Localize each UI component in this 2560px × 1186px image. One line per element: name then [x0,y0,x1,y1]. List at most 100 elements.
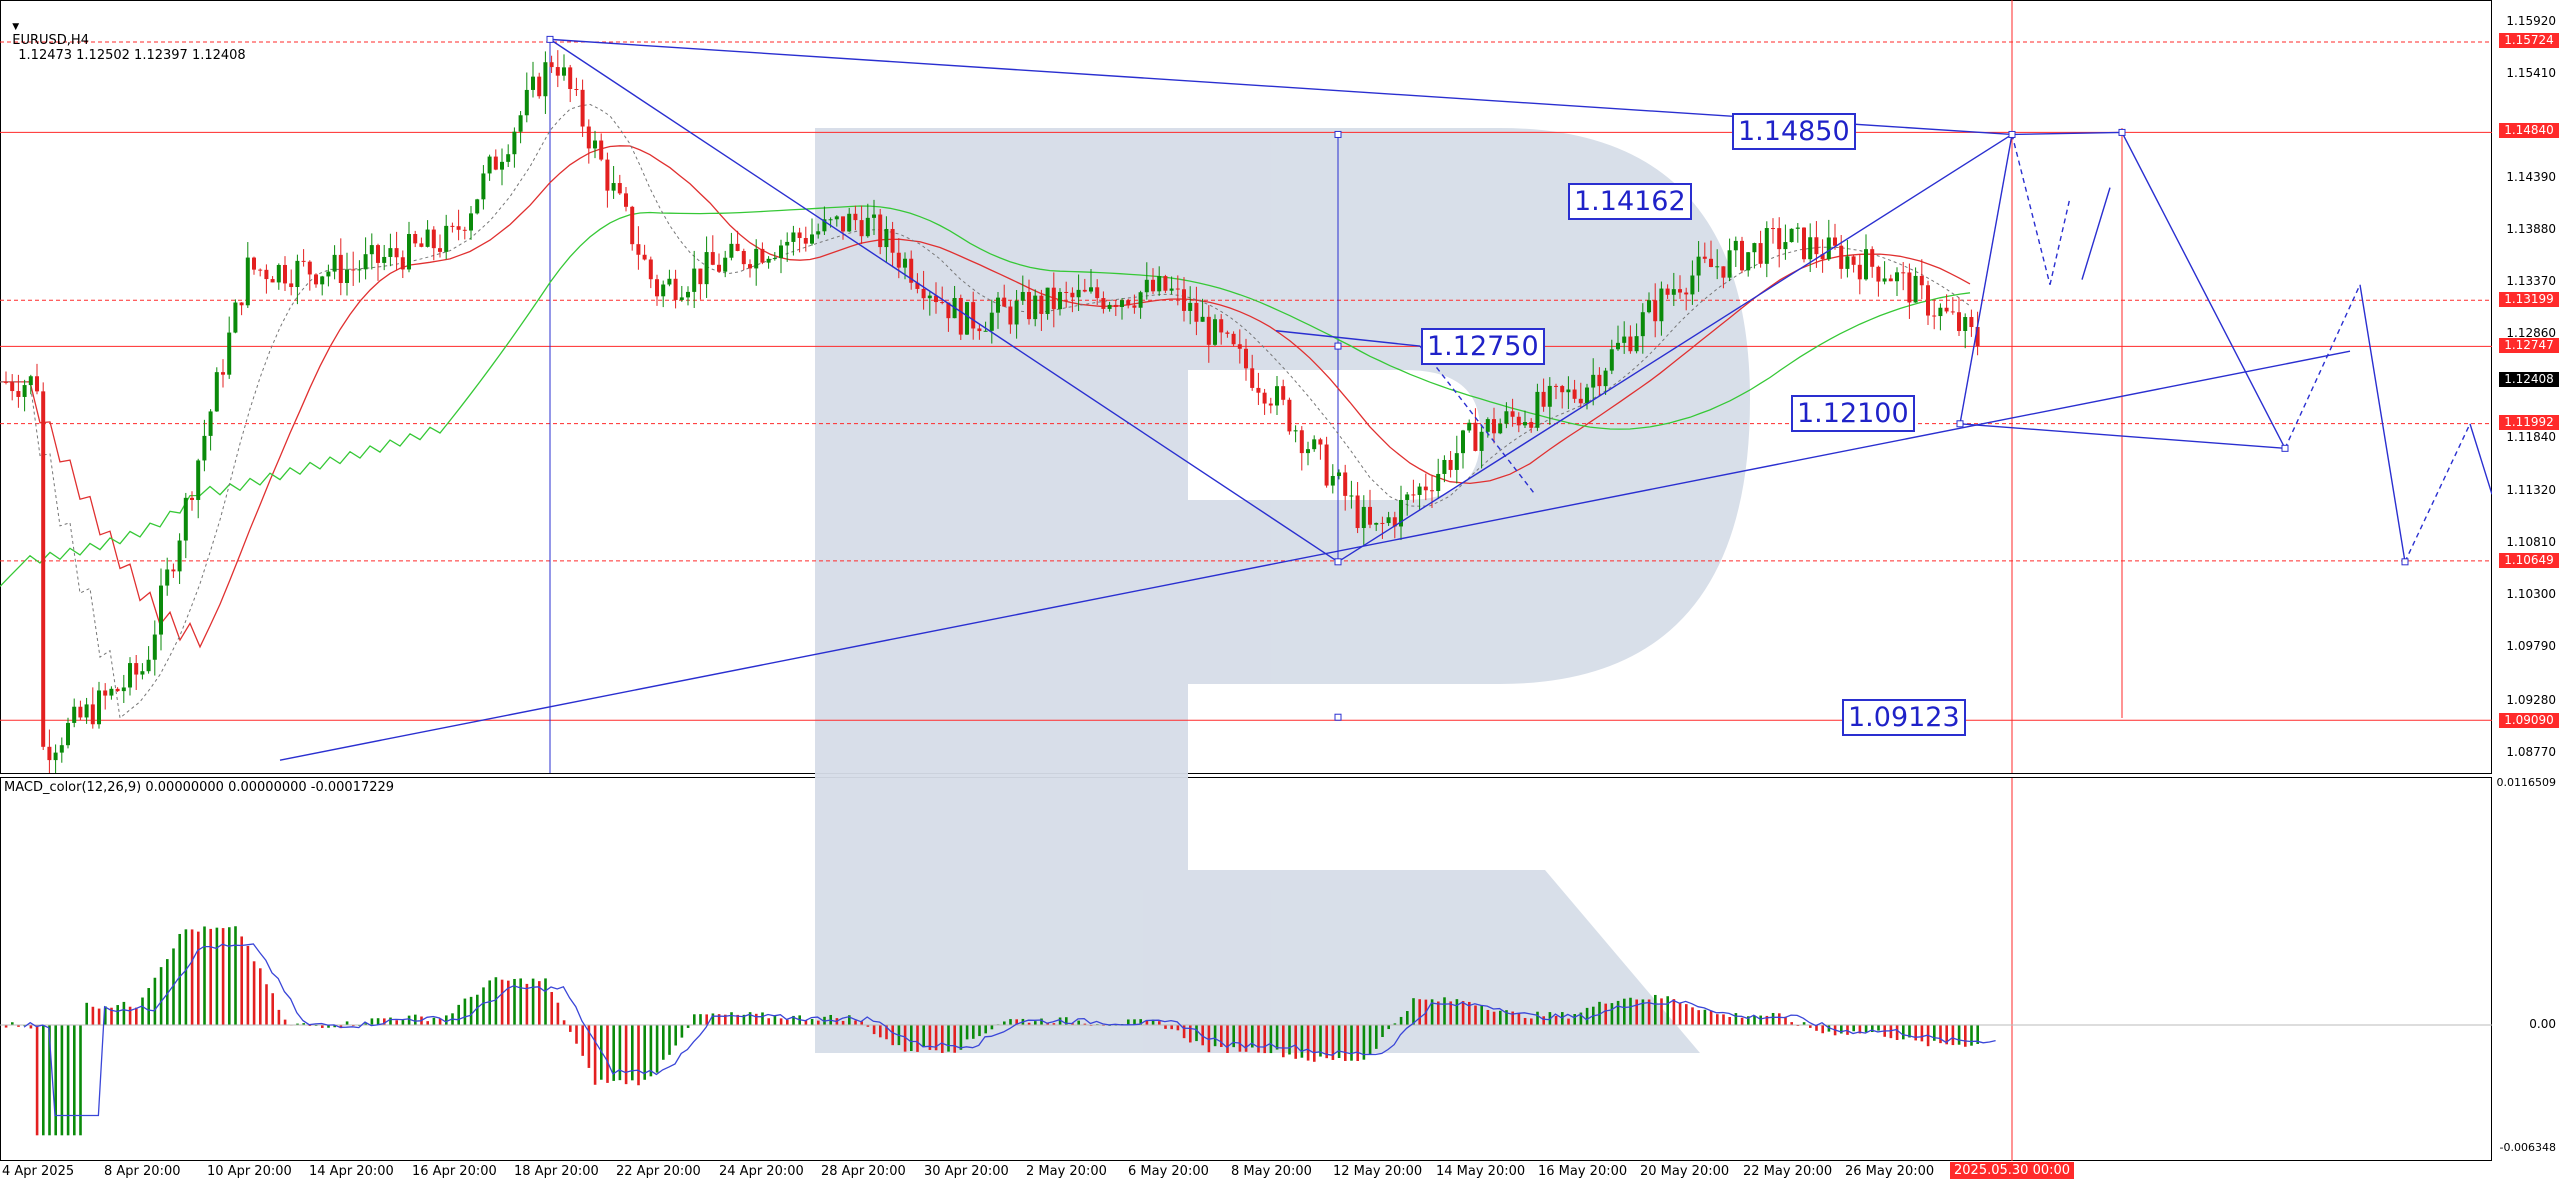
macd-bar [1133,1019,1136,1025]
candle [345,269,349,284]
candle [741,250,746,265]
macd-bar [748,1012,752,1025]
ohlc-values: 1.12473 1.12502 1.12397 1.12408 [18,48,246,63]
macd-bar [97,1008,101,1025]
candle [1262,392,1267,404]
macd-bar [1015,1019,1018,1025]
macd-bar [383,1018,386,1025]
macd-bar [934,1025,938,1051]
macd-bar [1145,1020,1149,1025]
macd-bar [947,1025,950,1052]
candle [1095,287,1100,299]
candle [1374,522,1379,525]
macd-bar [761,1012,764,1025]
candle [264,269,269,280]
candle [419,243,424,247]
candle [202,435,207,461]
candle [1144,279,1149,293]
candle [772,258,777,260]
macd-bar [469,996,473,1025]
symbol-header[interactable]: ▼ EURUSD,H4 1.12473 1.12502 1.12397 1.12… [4,3,246,63]
candle [84,704,89,718]
candle [41,391,46,747]
forecast-point [1334,130,1342,138]
macd-bar [339,1025,343,1029]
candle [1888,278,1893,282]
candle [134,663,139,675]
candle [22,385,27,397]
candle [1659,288,1664,322]
candle [977,328,982,332]
candle [1727,250,1732,278]
triangle-down-icon[interactable]: ▼ [12,22,20,32]
macd-bar [680,1025,684,1038]
candle [915,282,920,289]
candle [1231,333,1236,345]
forecast-line [279,350,2351,761]
macd-bar [1641,999,1645,1025]
candle [1485,419,1490,432]
candle [1250,368,1255,388]
candle [1715,266,1720,268]
macd-bar [1505,1010,1508,1025]
candle [1039,295,1044,314]
macd-axis-zero: 0.00 [2529,1017,2556,1031]
candle [332,254,337,272]
macd-bar [1858,1025,1862,1034]
macd-bar [972,1025,975,1039]
macd-bar [953,1025,956,1053]
macd-bar [810,1018,814,1025]
macd-bar [1300,1025,1304,1058]
candle [227,332,232,375]
macd-bar [1951,1025,1955,1046]
macd-bar [488,980,491,1025]
price-tick: 1.15920 [2506,14,2556,28]
macd-bar [159,967,163,1025]
candle [617,183,622,194]
macd-bar [655,1025,659,1073]
macd-bar [1158,1021,1161,1025]
macd-bar [575,1025,578,1044]
candle [1237,344,1242,349]
candle [245,257,250,306]
macd-bar [1716,1014,1719,1025]
macd-bar [463,998,467,1025]
macd-bar [1722,1014,1725,1025]
candle [462,229,467,231]
macd-bar [1908,1025,1911,1038]
candle [586,126,591,149]
candle [1299,430,1304,454]
r-logo-watermark [815,128,1750,1053]
macd-bar [228,927,231,1025]
level-tag: 1.12747 [2499,338,2559,353]
macd-bar [234,926,237,1025]
candle [642,254,647,260]
candle [1101,298,1106,309]
macd-bar [1945,1025,1948,1045]
macd-bar [1747,1016,1750,1025]
macd-bar [1449,1001,1452,1025]
candle [1306,449,1310,454]
candle [1653,300,1658,322]
candle [1647,300,1651,313]
symbol-label: EURUSD,H4 [12,33,89,48]
macd-bar [116,1005,119,1025]
candle [1777,228,1782,250]
candle [1213,319,1217,345]
macd-bar [1071,1023,1074,1025]
macd-bar [345,1021,349,1025]
candle [28,376,33,386]
macd-bar [1784,1016,1787,1025]
candle [283,264,287,284]
candle [921,288,926,299]
candle [376,245,380,263]
candle [1609,349,1614,371]
macd-bar [643,1025,646,1080]
macd-bar [519,978,522,1025]
candle [351,269,356,271]
candle [673,278,678,300]
candle [1671,289,1676,295]
macd-bar [1809,1025,1812,1028]
candle [1175,288,1180,290]
